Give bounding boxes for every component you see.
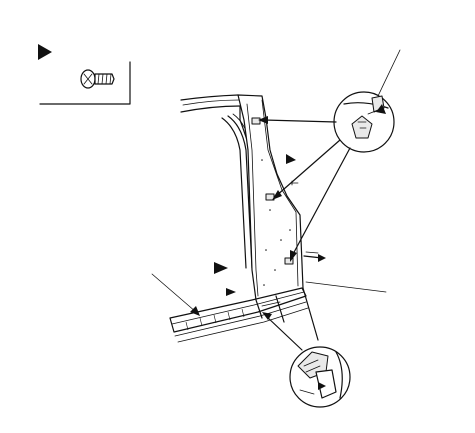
screw-icon: [80, 69, 115, 89]
fastener-legend: [38, 44, 131, 105]
legend-triangle-marker: [38, 44, 52, 60]
clip-point-upper: [251, 117, 261, 125]
direction-arrow-right: [303, 251, 326, 262]
screw-marker-panel: [286, 154, 296, 164]
pointer-arrow-bottom: [262, 312, 303, 351]
screw-marker-sill: [226, 288, 236, 296]
pointer-arrows-top: [258, 116, 351, 262]
callout-leader-top: [377, 49, 401, 97]
clip-point-lower: [284, 257, 294, 265]
clip-detail-top: [333, 91, 395, 153]
leader-left: [151, 273, 197, 313]
legend-box-frame: [39, 61, 131, 105]
leader-left-arrow: [190, 306, 200, 316]
pillar-trim-panel: [237, 94, 304, 301]
roof-rail: [180, 94, 241, 113]
pillar-lower-edge: [302, 287, 319, 341]
screw-marker-left: [214, 262, 228, 274]
clip-detail-bottom: [289, 346, 351, 408]
lower-clip-area: [255, 295, 285, 323]
leader-right: [305, 281, 387, 293]
door-sill: [169, 287, 309, 343]
